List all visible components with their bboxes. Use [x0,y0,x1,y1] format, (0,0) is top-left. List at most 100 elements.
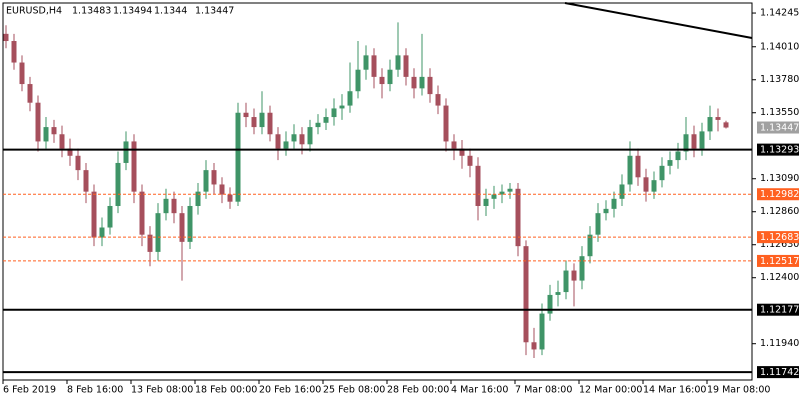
level-label-box [757,254,799,267]
candle-body [259,112,265,128]
candle-body [475,165,481,206]
candle-body [139,191,145,235]
candle-body [675,151,681,161]
candle-body [499,191,505,195]
candle-body [147,234,153,252]
candle-body [635,155,641,178]
candle-body [571,270,577,281]
candle-body [243,112,249,118]
candle-body [547,294,553,314]
candle-body [403,55,409,77]
trend-line [564,2,753,39]
candle-body [419,76,425,89]
candle-body [339,105,345,109]
candle-body [195,191,201,206]
x-tick-label: 20 Feb 16:00 [259,385,321,396]
candle-body [235,112,241,202]
candle-body [707,117,713,132]
level-label-box [757,231,799,244]
candle-body [315,122,321,128]
x-tick-label: 4 Mar 16:00 [451,385,508,396]
candle-body [379,76,385,85]
candle-body [291,134,297,142]
header: EURUSD,H4 1.13483 1.13494 1.1344 1.13447 [6,6,234,17]
level-label: 1.12982 [760,189,799,200]
candle-body [427,76,433,95]
candle-body [611,198,617,209]
candle-body [67,148,73,156]
candles [3,22,729,359]
candle-body [691,134,697,149]
y-tick-label: 1.13090 [760,173,799,184]
candle-body [451,141,457,149]
candle-body [267,112,273,135]
y-tick-label: 1.12630 [760,239,799,250]
candle-body [99,227,105,238]
candle-body [411,76,417,89]
level-label: 1.13293 [760,145,799,156]
candle-body [323,117,329,123]
header-high: 1.13494 [113,6,152,17]
candle-body [211,170,217,185]
candle-body [83,170,89,192]
candle-body [723,122,729,128]
candle-body [587,234,593,257]
candle-body [227,194,233,202]
candle-body [491,194,497,199]
candle-body [27,84,33,103]
candle-body [395,55,401,70]
candle-body [43,127,49,142]
candle-body [371,55,377,77]
y-tick-label: 1.13550 [760,107,799,118]
x-tick-label: 7 Mar 08:00 [515,385,572,396]
candle-body [619,184,625,199]
level-label: 1.11742 [760,367,799,378]
y-tick-label: 1.12860 [760,206,799,217]
y-tick-label: 1.14010 [760,41,799,52]
candle-body [283,141,289,149]
x-tick-label: 28 Feb 00:00 [387,385,449,396]
level-label: 1.12517 [760,256,799,267]
candle-body [363,55,369,70]
candle-body [603,208,609,214]
x-tick-label: 14 Mar 16:00 [643,385,706,396]
candle-body [563,270,569,293]
candle-body [715,117,721,120]
level-label: 1.12683 [760,232,799,243]
x-tick-label: 12 Mar 00:00 [579,385,642,396]
candle-body [115,162,121,206]
candle-body [179,213,185,242]
level-label-box [757,188,799,201]
y-tick-label: 1.14245 [760,8,799,19]
candle-body [515,188,521,247]
candle-body [131,141,137,192]
candle-body [163,198,169,214]
candle-body [219,184,225,195]
candle-body [539,313,545,350]
candle-body [387,69,393,85]
level-label: 1.12177 [760,305,799,316]
candle-body [91,191,97,238]
candle-body [171,198,177,214]
candle-body [347,91,353,106]
current-price-label: 1.13447 [760,123,799,134]
y-tick-label: 1.13780 [760,74,799,85]
candle-body [155,213,161,252]
candle-body [555,292,561,295]
symbol: EURUSD,H4 [6,6,62,17]
candle-body [579,256,585,281]
candle-body [123,141,129,163]
candle-body [107,205,113,228]
header-close: 1.13447 [195,6,234,17]
x-tick-label: 8 Feb 16:00 [67,385,123,396]
candle-body [523,246,529,343]
x-tick-label: 6 Feb 2019 [3,385,56,396]
candle-body [459,148,465,156]
candle-body [627,155,633,185]
candle-body [59,134,65,149]
candle-body [667,160,673,166]
candle-body [651,180,657,192]
y-tick-label: 1.11940 [760,338,799,349]
candle-body [699,131,705,149]
x-tick-label: 18 Feb 00:00 [195,385,257,396]
